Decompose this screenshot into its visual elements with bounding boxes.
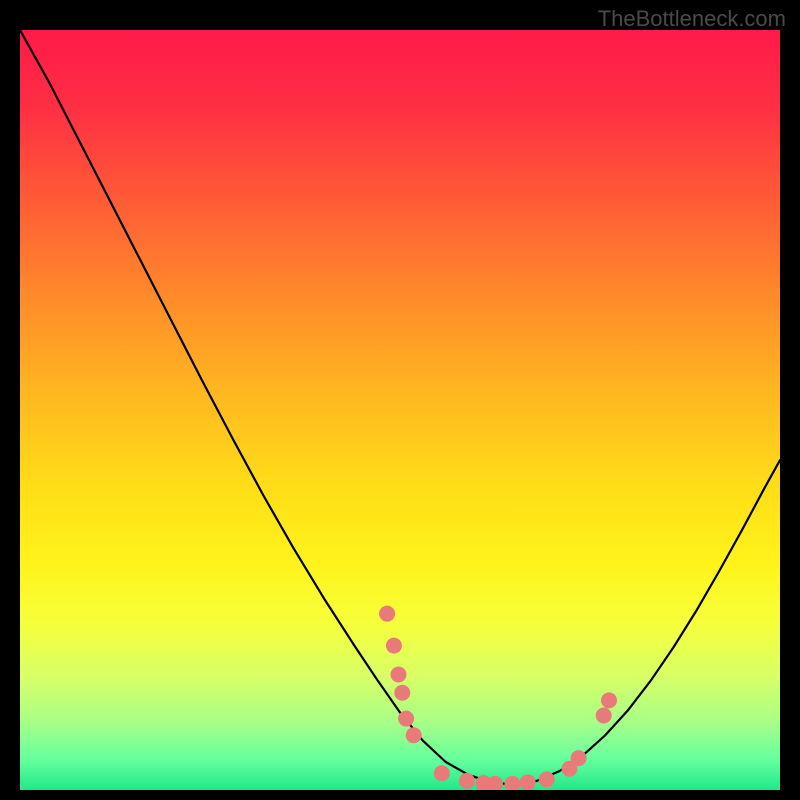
scatter-point xyxy=(379,606,395,622)
scatter-markers xyxy=(379,606,617,790)
scatter-point xyxy=(398,711,414,727)
scatter-point xyxy=(504,776,520,790)
chart-overlay xyxy=(20,30,780,790)
watermark-text: TheBottleneck.com xyxy=(598,6,786,32)
plot-area xyxy=(20,30,780,790)
scatter-point xyxy=(434,765,450,781)
scatter-point xyxy=(520,774,536,790)
scatter-point xyxy=(571,750,587,766)
scatter-point xyxy=(459,773,475,789)
scatter-point xyxy=(386,638,402,654)
scatter-point xyxy=(601,692,617,708)
scatter-point xyxy=(596,708,612,724)
scatter-point xyxy=(406,727,422,743)
scatter-point xyxy=(390,666,406,682)
scatter-point xyxy=(539,771,555,787)
scatter-point xyxy=(394,685,410,701)
